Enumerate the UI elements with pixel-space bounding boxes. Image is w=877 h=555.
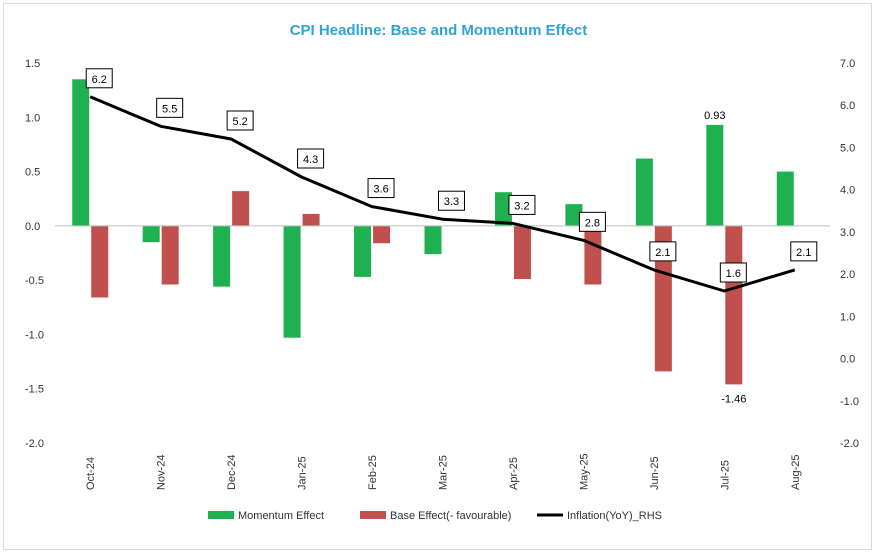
inflation-label-box — [578, 211, 606, 232]
momentum-bar — [635, 158, 653, 226]
inflation-label-box — [156, 97, 184, 118]
legend-base-effect-swatch — [360, 511, 386, 519]
momentum-bar — [142, 225, 160, 243]
left-axis-tick-label: 1.5 — [25, 58, 40, 70]
inflation-data-label: 3.3 — [444, 196, 459, 208]
inflation-data-label: 4.3 — [303, 154, 318, 166]
inflation-data-label: 2.8 — [585, 217, 600, 229]
right-axis-tick-label: -2.0 — [840, 438, 859, 450]
right-axis-tick-label: 3.0 — [840, 227, 855, 239]
momentum-bar — [354, 225, 372, 277]
category-tick-label: Dec-24 — [226, 455, 238, 490]
legend-base-effect-label: Base Effect(- favourable) — [390, 510, 511, 522]
left-axis-tick-label: 0.0 — [25, 221, 40, 233]
category-tick-label: Jun-25 — [649, 456, 661, 490]
category-tick-label: Mar-25 — [438, 455, 450, 490]
left-axis-tick-label: 0.5 — [25, 167, 40, 179]
left-axis-tick-label: -1.0 — [25, 329, 44, 341]
left-axis-tick-label: -1.5 — [25, 384, 44, 396]
inflation-label-box — [297, 148, 325, 169]
base-effect-bar — [91, 225, 109, 298]
base-effect-bar — [654, 225, 672, 372]
inflation-label-box — [367, 178, 395, 199]
momentum-bar — [213, 225, 231, 287]
base-effect-bar — [725, 225, 743, 385]
right-axis-tick-label: 6.0 — [840, 100, 855, 112]
category-tick-label: Jul-25 — [719, 460, 731, 490]
category-tick-label: Nov-24 — [156, 455, 168, 490]
base-effect-bar — [161, 225, 179, 285]
right-axis-tick-label: 0.0 — [840, 354, 855, 366]
inflation-label-box — [438, 190, 465, 211]
chart-title: CPI Headline: Base and Momentum Effect — [289, 22, 588, 39]
base-effect-bar — [513, 225, 531, 280]
category-tick-label: May-25 — [578, 453, 590, 490]
inflation-line-layer — [89, 95, 796, 293]
inflation-data-label: 3.2 — [514, 200, 529, 212]
left-axis-tick-label: 1.0 — [25, 112, 40, 124]
base-effect-bar — [373, 225, 391, 244]
category-tick-label: Oct-24 — [85, 457, 97, 490]
right-axis-tick-label: 5.0 — [840, 142, 855, 154]
momentum-data-label: 0.93 — [704, 110, 725, 122]
right-axis-tick-label: 1.0 — [840, 311, 855, 323]
right-axis-tick-label: 4.0 — [840, 185, 855, 197]
momentum-bar — [424, 225, 442, 255]
right-axis-tick-label: 2.0 — [840, 269, 855, 281]
inflation-data-label: 6.2 — [92, 74, 107, 86]
category-tick-label: Aug-25 — [790, 455, 802, 490]
momentum-bar — [494, 192, 512, 226]
momentum-bar — [72, 79, 90, 226]
momentum-bar — [776, 171, 794, 226]
legend-momentum-label: Momentum Effect — [238, 510, 324, 522]
bars-layer — [72, 79, 794, 385]
inflation-data-label: 1.6 — [726, 268, 741, 280]
inflation-label-box — [85, 68, 113, 89]
base-effect-bar — [232, 191, 250, 226]
inflation-label-box — [790, 241, 818, 262]
left-axis-tick-label: -2.0 — [25, 438, 44, 450]
inflation-label-box — [649, 241, 677, 262]
legend: Momentum Effect Base Effect(- favourable)… — [208, 510, 662, 522]
inflation-data-label: 5.2 — [232, 116, 247, 128]
right-axis-tick-label: -1.0 — [840, 396, 859, 408]
inflation-data-label: 5.5 — [162, 103, 177, 115]
inflation-data-label: 2.1 — [796, 247, 811, 259]
inflation-line — [89, 95, 796, 293]
base-effect-data-label: -1.46 — [721, 393, 746, 405]
category-tick-label: Feb-25 — [367, 455, 379, 490]
base-effect-bar — [584, 225, 602, 285]
axis-layer: 1.5 1.0 0.5 0.0 -0.5 -1.0 -1.5 -2.0 7.0 6.0 5.0 4.0… — [25, 58, 859, 490]
inflation-label-box — [719, 262, 747, 283]
category-tick-label: Apr-25 — [508, 457, 520, 490]
data-labels-layer: 6.2 5.5 5.2 4.3 3.6 3.3 3.2 2.8 2.1 1.6 2.1 0.93 -1.… — [85, 68, 818, 405]
inflation-label-box — [226, 110, 254, 131]
inflation-data-label: 2.1 — [655, 247, 670, 259]
inflation-label-box — [508, 194, 536, 215]
momentum-bar — [283, 225, 301, 338]
momentum-bar — [706, 124, 724, 226]
momentum-bar — [565, 204, 583, 226]
inflation-data-label: 3.6 — [373, 184, 388, 196]
base-effect-bar — [302, 213, 320, 226]
left-axis-tick-label: -0.5 — [25, 275, 44, 287]
right-axis-tick-label: 7.0 — [840, 58, 855, 70]
legend-inflation-label: Inflation(YoY)_RHS — [567, 510, 662, 522]
category-tick-label: Jan-25 — [297, 456, 309, 490]
legend-momentum-swatch — [208, 511, 234, 519]
